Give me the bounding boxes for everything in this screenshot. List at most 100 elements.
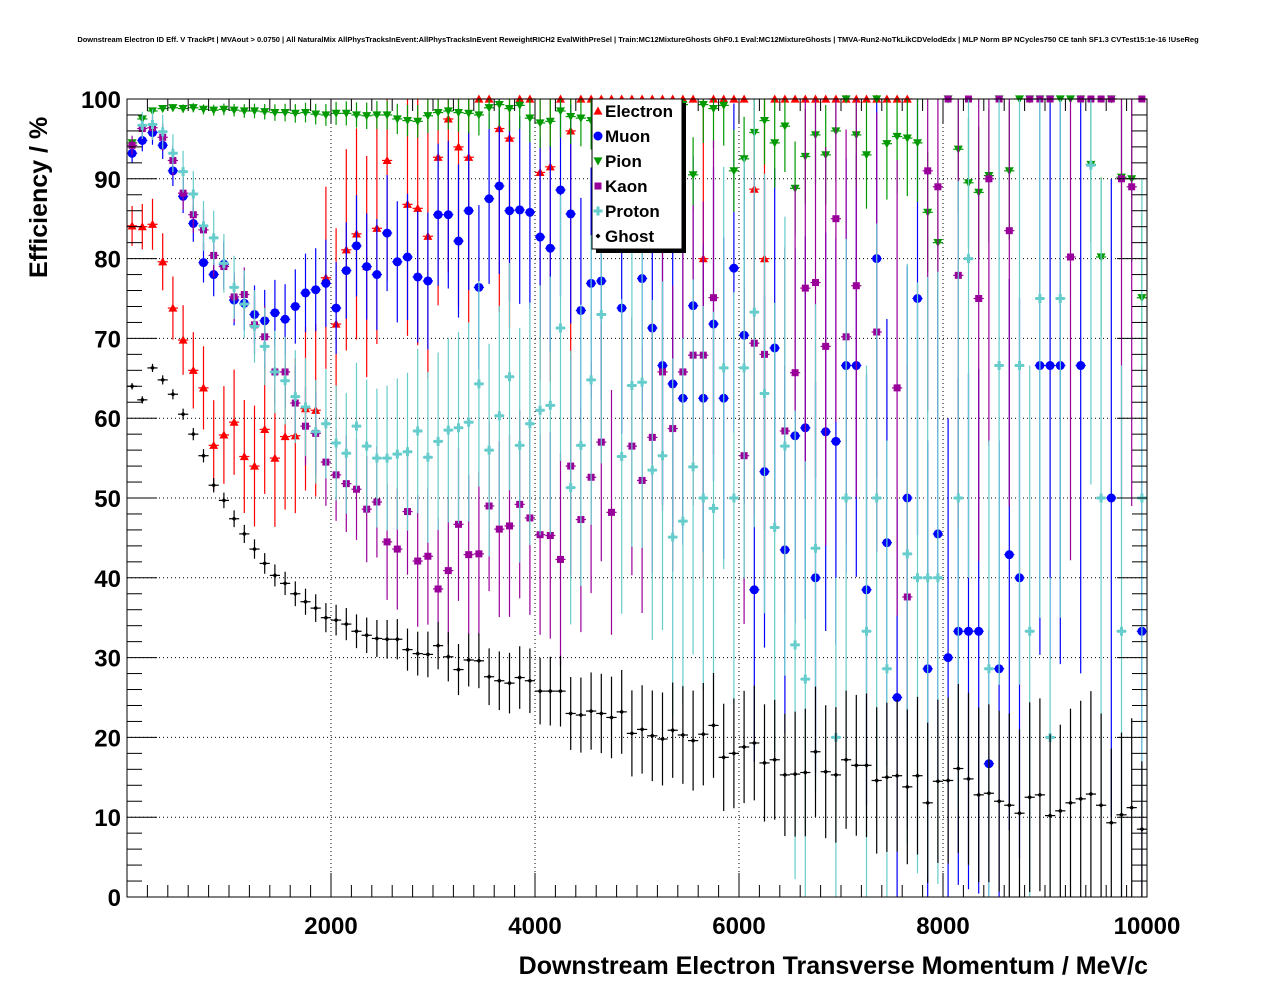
data-point — [688, 462, 698, 472]
data-point — [627, 380, 637, 390]
data-point — [882, 140, 892, 149]
data-point — [475, 550, 483, 558]
data-point — [719, 363, 729, 373]
data-point — [505, 372, 514, 382]
data-point — [545, 117, 555, 126]
data-point — [382, 111, 392, 120]
data-point — [731, 750, 737, 756]
data-point — [433, 436, 443, 446]
data-point — [1117, 626, 1126, 636]
data-point — [272, 572, 278, 578]
data-point — [464, 109, 474, 118]
data-point — [494, 100, 504, 110]
data-point — [709, 503, 718, 513]
legend-marker-ghost — [595, 233, 601, 239]
data-point — [311, 285, 321, 295]
data-point — [629, 730, 635, 736]
data-point — [229, 417, 239, 426]
data-point — [211, 482, 217, 488]
data-point — [721, 754, 727, 760]
data-point — [496, 678, 502, 684]
data-point — [882, 664, 892, 674]
data-point — [382, 155, 392, 165]
data-point — [341, 109, 351, 118]
data-point — [1006, 802, 1012, 808]
data-point — [760, 116, 769, 126]
data-point — [179, 189, 187, 197]
data-point — [456, 667, 461, 673]
data-point — [219, 430, 229, 439]
data-point — [535, 232, 545, 242]
data-point — [180, 411, 186, 417]
y-tick-label: 100 — [81, 87, 121, 114]
data-point — [688, 171, 698, 180]
data-point — [660, 736, 665, 742]
data-point — [576, 440, 586, 450]
data-point — [486, 674, 492, 680]
data-point — [1068, 800, 1073, 806]
data-point — [209, 106, 219, 115]
data-point — [1076, 361, 1086, 371]
data-point — [282, 580, 288, 586]
legend-label-electron: Electron — [605, 102, 673, 121]
data-point — [374, 635, 380, 641]
data-point — [137, 135, 147, 145]
x-tick-label: 8000 — [916, 913, 969, 940]
data-point — [403, 116, 412, 126]
data-point — [313, 605, 319, 611]
data-point — [209, 440, 219, 449]
data-point — [558, 688, 563, 694]
data-point — [505, 206, 514, 216]
data-point — [252, 546, 257, 552]
data-point — [1098, 802, 1104, 808]
chart-title: Downstream Electron ID Eff. V TrackPt | … — [77, 35, 1199, 44]
data-point — [250, 461, 259, 470]
x-tick-label: 2000 — [304, 913, 357, 940]
data-point — [729, 167, 739, 176]
data-point — [394, 636, 400, 642]
data-point — [137, 222, 147, 231]
data-point — [698, 493, 708, 503]
data-point — [383, 538, 391, 546]
data-point — [719, 101, 729, 110]
data-point — [495, 525, 503, 533]
y-tick-label: 10 — [94, 805, 121, 832]
data-point — [188, 365, 198, 374]
data-point — [148, 219, 157, 228]
data-point — [148, 120, 157, 130]
data-point — [241, 531, 247, 537]
data-point — [199, 105, 208, 114]
data-point — [588, 708, 594, 714]
data-point — [1035, 294, 1045, 303]
data-point — [670, 727, 676, 733]
data-point — [770, 523, 780, 533]
y-axis-label: Efficiency / % — [25, 117, 53, 278]
data-point — [303, 599, 308, 605]
y-tick-label: 0 — [108, 885, 121, 912]
data-point — [945, 777, 951, 783]
data-point — [975, 295, 983, 302]
data-point — [364, 632, 370, 638]
data-point — [424, 552, 432, 560]
data-point — [292, 591, 298, 597]
data-point — [190, 431, 196, 437]
data-point — [904, 784, 910, 790]
data-point — [413, 117, 423, 126]
data-point — [831, 436, 841, 446]
data-point — [415, 651, 421, 657]
data-point — [678, 516, 688, 526]
data-point — [445, 654, 451, 660]
data-point — [168, 148, 178, 158]
data-point — [966, 776, 971, 782]
data-point — [484, 194, 494, 204]
data-point — [902, 549, 912, 559]
data-point — [433, 210, 443, 220]
legend-marker-pion — [593, 157, 603, 166]
data-point — [609, 714, 614, 720]
data-point — [832, 215, 840, 223]
legend-label-muon: Muon — [605, 127, 650, 146]
data-point — [924, 167, 932, 175]
x-tick-label: 6000 — [712, 913, 765, 940]
data-point — [260, 108, 270, 117]
data-point — [311, 110, 321, 119]
